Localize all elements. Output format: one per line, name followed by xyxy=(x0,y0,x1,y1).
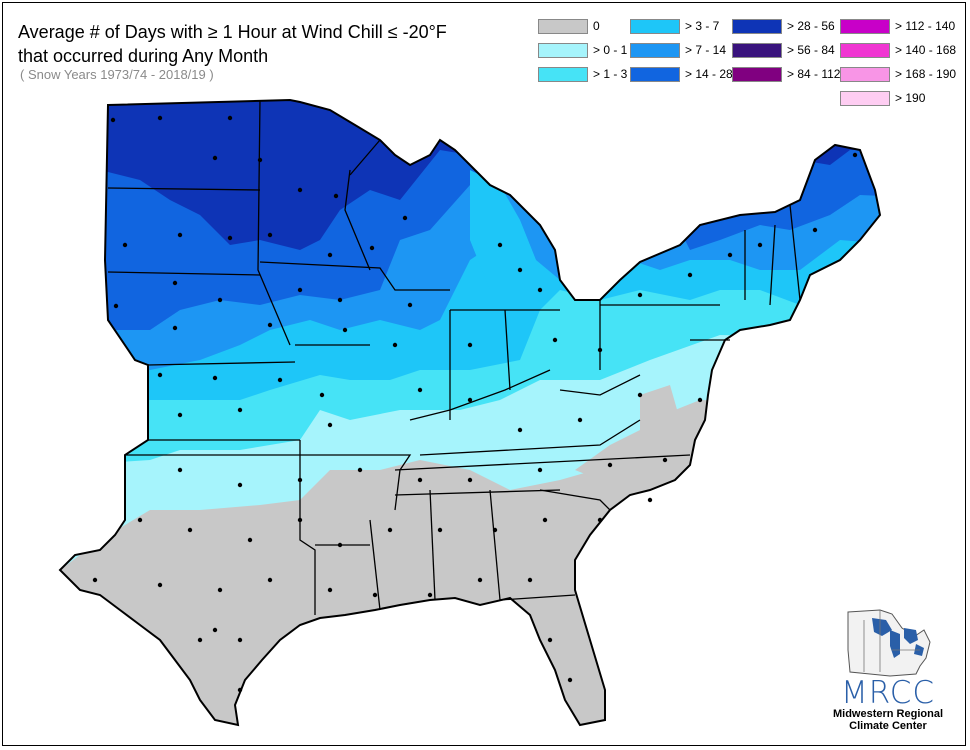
mrcc-name-line2: Climate Center xyxy=(849,720,927,732)
legend-item: > 7 - 14 xyxy=(630,42,726,58)
legend-item: > 112 - 140 xyxy=(840,18,955,34)
legend-swatch xyxy=(630,18,680,34)
legend-label: > 1 - 3 xyxy=(593,67,628,81)
legend-label: > 84 - 112 xyxy=(787,67,841,81)
legend-label: 0 xyxy=(593,19,600,33)
legend-label: > 140 - 168 xyxy=(895,43,957,57)
legend-item: 0 xyxy=(538,18,600,34)
legend-swatch xyxy=(538,66,588,82)
legend-label: > 28 - 56 xyxy=(787,19,835,33)
legend-swatch xyxy=(732,42,782,58)
legend-item: > 28 - 56 xyxy=(732,18,835,34)
legend-item: > 84 - 112 xyxy=(732,66,840,82)
legend-label: > 112 - 140 xyxy=(895,19,956,33)
map-title: Average # of Days with ≥ 1 Hour at Wind … xyxy=(18,22,447,66)
legend-swatch xyxy=(732,66,782,82)
legend-item: > 1 - 3 xyxy=(538,66,627,82)
station-dots xyxy=(92,115,858,693)
legend-swatch xyxy=(538,18,588,34)
legend-swatch xyxy=(630,66,680,82)
legend-item: > 56 - 84 xyxy=(732,42,835,58)
legend-item: > 14 - 28 xyxy=(630,66,733,82)
legend-item: > 168 - 190 xyxy=(840,66,956,82)
mrcc-name-line1: Midwestern Regional xyxy=(832,708,944,720)
legend-swatch xyxy=(732,18,782,34)
legend: 0 > 0 - 1 > 1 - 3 > 3 - 7 > 7 - 14 > 14 - 28 >… xyxy=(538,18,958,118)
legend-label: > 0 - 1 xyxy=(593,43,628,57)
legend-label: > 7 - 14 xyxy=(685,43,727,57)
map-subtitle: ( Snow Years 1973/74 - 2018/19 ) xyxy=(20,67,214,82)
legend-item: > 140 - 168 xyxy=(840,42,956,58)
legend-swatch xyxy=(840,42,890,58)
legend-swatch xyxy=(840,66,890,82)
legend-item: > 0 - 1 xyxy=(538,42,627,58)
legend-label: > 56 - 84 xyxy=(787,43,835,57)
legend-swatch xyxy=(840,18,890,34)
legend-swatch xyxy=(630,42,680,58)
mrcc-acronym: MRCC xyxy=(840,675,936,711)
legend-swatch xyxy=(538,42,588,58)
legend-label: > 168 - 190 xyxy=(895,67,957,81)
legend-swatch xyxy=(840,90,890,106)
mrcc-logo-map-icon xyxy=(847,609,931,677)
legend-item: > 190 xyxy=(840,90,925,106)
state-boundaries xyxy=(58,98,882,727)
legend-label: > 3 - 7 xyxy=(685,19,720,33)
legend-label: > 190 xyxy=(895,91,926,105)
legend-item: > 3 - 7 xyxy=(630,18,719,34)
mrcc-logo: MRCC Midwestern Regional Climate Center xyxy=(828,675,948,733)
legend-label: > 14 - 28 xyxy=(685,67,733,81)
